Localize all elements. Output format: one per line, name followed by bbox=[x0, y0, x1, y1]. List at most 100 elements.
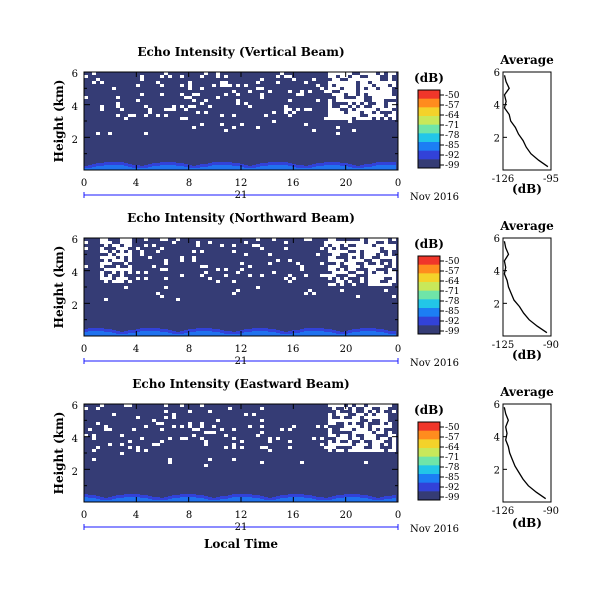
date-label: Nov 2016 bbox=[410, 358, 459, 369]
no-data-cell bbox=[224, 268, 228, 271]
x-tick-label: 12 bbox=[235, 510, 248, 521]
no-data-cell bbox=[348, 114, 352, 117]
no-data-cell bbox=[116, 277, 120, 280]
no-data-cell bbox=[224, 434, 228, 437]
no-data-cell bbox=[344, 105, 348, 108]
average-y-tick-label: 6 bbox=[494, 400, 500, 411]
no-data-cell bbox=[232, 244, 236, 247]
no-data-cell bbox=[180, 404, 184, 407]
no-data-cell bbox=[124, 241, 128, 244]
no-data-cell bbox=[348, 247, 352, 250]
surface-echo-core bbox=[388, 165, 392, 170]
no-data-cell bbox=[380, 108, 384, 111]
no-data-cell bbox=[356, 253, 360, 256]
no-data-cell bbox=[352, 437, 356, 440]
no-data-cell bbox=[220, 114, 224, 117]
surface-echo-core bbox=[172, 165, 176, 170]
no-data-cell bbox=[392, 96, 396, 99]
surface-echo-core bbox=[148, 331, 152, 336]
no-data-cell bbox=[384, 425, 388, 428]
no-data-cell bbox=[232, 428, 236, 431]
no-data-cell bbox=[220, 244, 224, 247]
no-data-cell bbox=[336, 443, 340, 446]
surface-echo-core bbox=[116, 165, 120, 170]
no-data-cell bbox=[376, 413, 380, 416]
no-data-cell bbox=[120, 434, 124, 437]
no-data-cell bbox=[372, 440, 376, 443]
no-data-cell bbox=[376, 238, 380, 241]
no-data-cell bbox=[108, 241, 112, 244]
no-data-cell bbox=[352, 84, 356, 87]
average-y-tick-label: 2 bbox=[494, 465, 500, 476]
no-data-cell bbox=[372, 437, 376, 440]
no-data-cell bbox=[136, 247, 140, 250]
no-data-cell bbox=[124, 277, 128, 280]
no-data-cell bbox=[272, 238, 276, 241]
no-data-cell bbox=[312, 78, 316, 81]
no-data-cell bbox=[384, 404, 388, 407]
surface-echo-core bbox=[264, 331, 268, 336]
surface-echo-core bbox=[312, 499, 316, 502]
no-data-cell bbox=[380, 87, 384, 90]
no-data-cell bbox=[340, 449, 344, 452]
no-data-cell bbox=[108, 443, 112, 446]
no-data-cell bbox=[196, 111, 200, 114]
no-data-cell bbox=[332, 404, 336, 407]
no-data-cell bbox=[164, 262, 168, 265]
no-data-cell bbox=[392, 434, 396, 437]
no-data-cell bbox=[168, 437, 172, 440]
surface-echo-core bbox=[356, 497, 360, 502]
no-data-cell bbox=[372, 247, 376, 250]
no-data-cell bbox=[152, 244, 156, 247]
no-data-cell bbox=[348, 419, 352, 422]
no-data-cell bbox=[352, 407, 356, 410]
surface-echo-core bbox=[384, 165, 388, 170]
no-data-cell bbox=[160, 84, 164, 87]
no-data-cell bbox=[328, 99, 332, 102]
no-data-cell bbox=[364, 111, 368, 114]
no-data-cell bbox=[368, 268, 372, 271]
surface-echo-core bbox=[236, 497, 240, 502]
no-data-cell bbox=[384, 262, 388, 265]
no-data-cell bbox=[224, 93, 228, 96]
no-data-cell bbox=[128, 244, 132, 247]
no-data-cell bbox=[328, 404, 332, 407]
surface-echo-cell bbox=[144, 165, 148, 170]
no-data-cell bbox=[372, 90, 376, 93]
colorbar-tick-label: -50 bbox=[445, 91, 460, 101]
no-data-cell bbox=[368, 238, 372, 241]
no-data-cell bbox=[344, 90, 348, 93]
colorbar-tick-label: -85 bbox=[445, 141, 460, 151]
no-data-cell bbox=[152, 443, 156, 446]
no-data-cell bbox=[372, 114, 376, 117]
x-tick-label: 8 bbox=[186, 178, 192, 189]
surface-echo-core bbox=[112, 499, 116, 502]
no-data-cell bbox=[380, 84, 384, 87]
no-data-cell bbox=[340, 289, 344, 292]
no-data-cell bbox=[316, 253, 320, 256]
no-data-cell bbox=[360, 90, 364, 93]
no-data-cell bbox=[100, 241, 104, 244]
no-data-cell bbox=[124, 404, 128, 407]
surface-echo-core bbox=[276, 165, 280, 170]
average-y-tick-label: 4 bbox=[494, 267, 500, 278]
no-data-cell bbox=[376, 114, 380, 117]
surface-echo-core bbox=[140, 498, 144, 502]
no-data-cell bbox=[392, 244, 396, 247]
no-data-cell bbox=[368, 437, 372, 440]
surface-echo-core bbox=[148, 499, 152, 502]
average-y-tick-label: 2 bbox=[494, 299, 500, 310]
no-data-cell bbox=[380, 277, 384, 280]
no-data-cell bbox=[284, 105, 288, 108]
surface-echo-core bbox=[236, 166, 240, 170]
no-data-cell bbox=[376, 446, 380, 449]
surface-echo-core bbox=[356, 332, 360, 336]
no-data-cell bbox=[368, 253, 372, 256]
no-data-cell bbox=[348, 268, 352, 271]
no-data-cell bbox=[376, 111, 380, 114]
no-data-cell bbox=[144, 449, 148, 452]
no-data-cell bbox=[156, 81, 160, 84]
no-data-cell bbox=[120, 280, 124, 283]
no-data-cell bbox=[364, 407, 368, 410]
